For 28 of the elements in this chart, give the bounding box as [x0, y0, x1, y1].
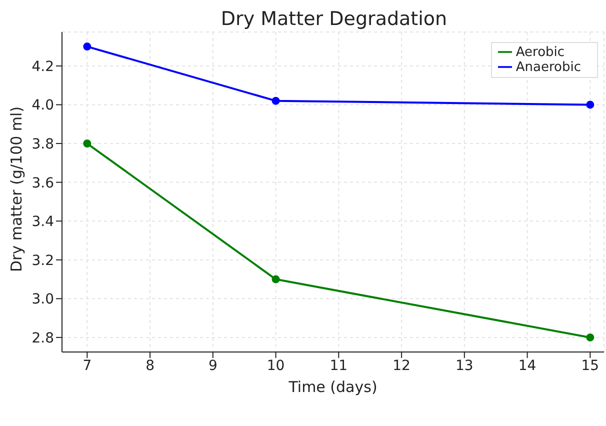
x-tick-label: 9: [208, 358, 218, 374]
y-tick-label: 3.4: [32, 214, 54, 230]
chart-title: Dry Matter Degradation: [220, 8, 448, 30]
y-tick-label: 3.0: [32, 292, 54, 308]
legend-label: Anaerobic: [516, 60, 581, 75]
legend-label: Aerobic: [516, 45, 565, 60]
point: [272, 275, 280, 284]
x-tick-label: 11: [330, 358, 348, 374]
y-tick-label: 2.8: [32, 330, 54, 346]
y-tick-label: 4.2: [32, 58, 54, 75]
x-tick-label: 8: [146, 358, 154, 374]
x-tick-label: 14: [518, 358, 536, 374]
point: [83, 42, 92, 51]
y-tick-label: 3.2: [32, 252, 54, 269]
x-tick-label: 15: [581, 358, 600, 374]
y-tick-label: 3.6: [32, 175, 54, 192]
y-tick-label: 4.0: [32, 98, 54, 114]
x-tick-label: 10: [266, 358, 285, 374]
point: [586, 333, 594, 342]
y-tick-label: 3.8: [32, 136, 54, 152]
x-tick-label: 7: [82, 358, 92, 374]
point: [586, 100, 594, 109]
x-axis-title: Time (days): [288, 378, 378, 396]
x-tick-label: 12: [392, 358, 410, 374]
x-tick-label: 13: [456, 358, 474, 374]
y-axis-title: Dry matter (g/100 ml): [7, 106, 26, 272]
point: [272, 96, 280, 105]
point: [83, 140, 92, 148]
